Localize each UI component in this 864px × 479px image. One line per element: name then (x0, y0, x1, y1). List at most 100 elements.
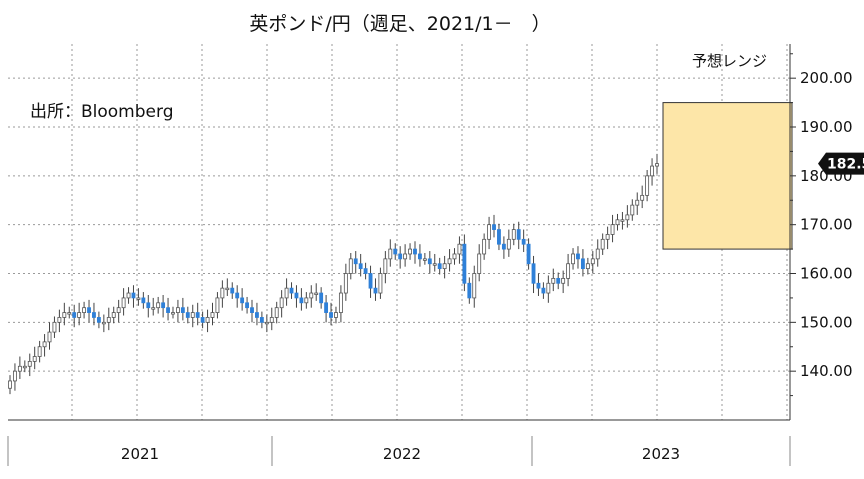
candle (437, 257, 442, 275)
candle (482, 233, 487, 260)
candle (27, 353, 32, 377)
candle-body (259, 317, 264, 323)
candle (576, 246, 580, 269)
x-axis: 2021 2022 2023 (7, 419, 791, 466)
candle-body (427, 258, 432, 265)
candle-body (171, 312, 175, 315)
candle-body (600, 238, 605, 250)
candle (615, 213, 620, 231)
candle (8, 375, 12, 395)
candle (92, 302, 96, 326)
candle (546, 275, 551, 303)
candle (309, 285, 314, 308)
candle-body (141, 297, 146, 304)
candle-body (67, 312, 72, 315)
candle (343, 263, 348, 301)
candle (442, 255, 447, 279)
candle (472, 265, 477, 308)
candle-body (546, 282, 551, 294)
candle-body (47, 331, 52, 343)
candle (363, 262, 368, 280)
candle-body (72, 312, 77, 318)
candle-body (398, 253, 403, 260)
candle (403, 244, 408, 267)
candle (294, 285, 299, 308)
candle-body (477, 253, 482, 274)
candle (590, 251, 595, 274)
candle (220, 280, 225, 308)
candle (37, 340, 42, 363)
candle-body (595, 248, 600, 260)
candle-body (96, 317, 101, 323)
candle-body (650, 165, 654, 177)
candle (556, 272, 561, 290)
candle (13, 363, 17, 391)
candle-body (368, 273, 373, 289)
candle (422, 252, 427, 265)
candle-body (580, 258, 585, 270)
candle-body (299, 297, 304, 304)
candle (106, 307, 111, 331)
candle (299, 288, 304, 311)
candle-body (625, 214, 630, 221)
candle-body (403, 253, 408, 260)
x-tick-label: 2022 (383, 445, 421, 463)
candle (516, 221, 521, 250)
candle-body (156, 302, 161, 309)
candle (378, 267, 383, 299)
candle-body (462, 243, 467, 284)
candle-body (62, 312, 67, 318)
candle-body (101, 321, 106, 325)
candle (82, 301, 87, 319)
candle (521, 229, 526, 253)
candles (8, 153, 659, 395)
candle (235, 285, 240, 308)
candle (161, 294, 166, 318)
candle-body (615, 219, 620, 226)
candle (467, 277, 472, 304)
candle (413, 241, 417, 264)
last-price-label: 182.50 (827, 157, 864, 173)
candle-body (52, 321, 57, 333)
candle-body (343, 273, 348, 294)
y-tick-label: 200.00 (800, 69, 853, 87)
candle-body (561, 277, 566, 284)
candle-body (185, 312, 190, 318)
candle (457, 236, 462, 264)
candle-body (200, 317, 205, 323)
candle (96, 311, 101, 329)
candle-body (284, 287, 289, 299)
candle-body (190, 312, 195, 318)
candle (511, 223, 516, 246)
candle-body (37, 346, 42, 357)
candle (492, 214, 496, 238)
candle-body (264, 321, 269, 325)
candle (566, 253, 571, 287)
candle (501, 236, 506, 259)
candle-body (334, 312, 338, 318)
candle (126, 287, 131, 304)
candle (230, 282, 235, 299)
candle (348, 252, 353, 280)
candle-body (195, 312, 200, 318)
candle-body (640, 194, 645, 201)
candle-body (230, 287, 235, 294)
candle (77, 302, 82, 326)
candle (22, 360, 27, 373)
candle (338, 285, 343, 323)
candle (324, 294, 329, 323)
candle-body (353, 258, 358, 265)
candle (136, 288, 141, 306)
candle (655, 153, 659, 174)
candle (72, 304, 77, 328)
candle (393, 243, 398, 260)
candle (245, 296, 249, 314)
candle-body (447, 258, 452, 265)
candle (205, 309, 210, 333)
candle-body (13, 370, 17, 382)
candle-body (482, 238, 487, 255)
candle-body (422, 258, 427, 261)
candle-body (457, 243, 462, 255)
candle (274, 301, 279, 324)
candle-body (497, 229, 501, 245)
